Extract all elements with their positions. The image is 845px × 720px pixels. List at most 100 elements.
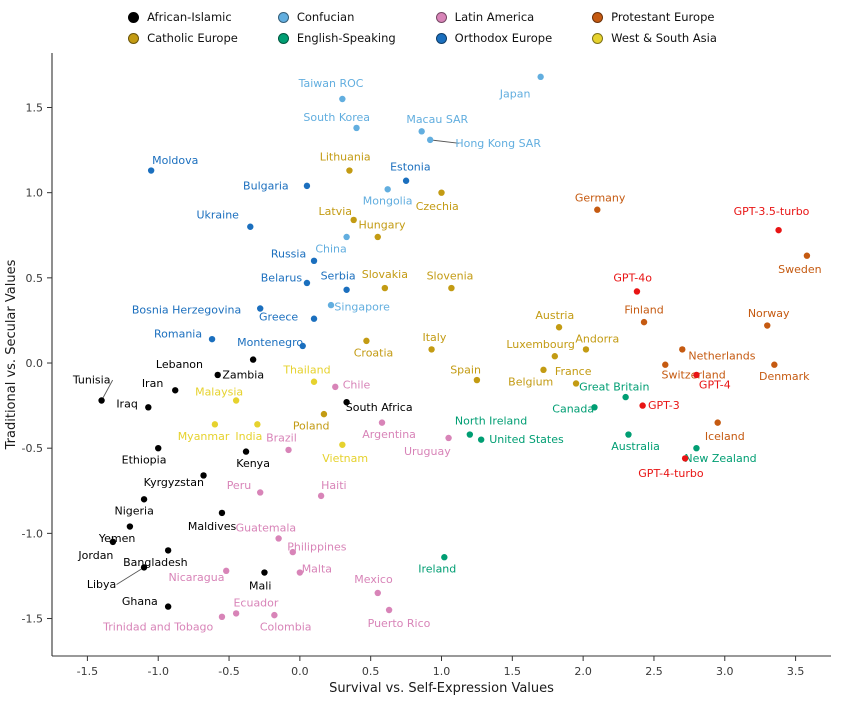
point-bulgaria bbox=[303, 182, 311, 190]
legend-dot-confucian bbox=[277, 11, 289, 23]
label-bosnia-herzegovina: Bosnia Herzegovina bbox=[132, 304, 241, 317]
label-lebanon: Lebanon bbox=[156, 358, 203, 371]
point-brazil bbox=[285, 446, 292, 454]
label-brazil: Brazil bbox=[266, 431, 297, 444]
label-bulgaria: Bulgaria bbox=[243, 179, 289, 192]
label-ireland: Ireland bbox=[418, 563, 456, 576]
label-nicaragua: Nicaragua bbox=[168, 571, 224, 584]
label-mali: Mali bbox=[249, 580, 271, 593]
point-austria bbox=[555, 324, 563, 331]
legend-label: Latin America bbox=[454, 10, 535, 24]
label-ecuador: Ecuador bbox=[233, 597, 278, 610]
label-jordan: Jordan bbox=[77, 549, 113, 562]
point-argentina bbox=[378, 419, 386, 426]
point-ukraine bbox=[247, 223, 254, 230]
point-lithuania bbox=[346, 167, 353, 174]
point-uruguay bbox=[445, 434, 452, 442]
legend-item-protestant-europe: Protestant Europe bbox=[592, 10, 717, 24]
point-gpt-4o bbox=[633, 288, 641, 295]
label-peru: Peru bbox=[227, 479, 252, 492]
label-south-africa: South Africa bbox=[346, 401, 413, 414]
x-tick-label: -1.0 bbox=[147, 665, 168, 678]
label-gpt-3-5-turbo: GPT-3.5-turbo bbox=[734, 205, 810, 218]
point-taiwan-roc bbox=[339, 95, 346, 103]
point-poland bbox=[320, 410, 328, 418]
legend-dot-catholic-europe bbox=[128, 32, 140, 44]
label-japan: Japan bbox=[499, 87, 531, 100]
legend-dot-african-islamic bbox=[128, 11, 140, 23]
label-romania: Romania bbox=[154, 328, 202, 341]
label-south-korea: South Korea bbox=[303, 111, 370, 124]
label-slovakia: Slovakia bbox=[362, 268, 408, 281]
label-singapore: Singapore bbox=[334, 300, 390, 313]
label-guatemala: Guatemala bbox=[236, 522, 297, 535]
label-greece: Greece bbox=[259, 311, 298, 324]
label-taiwan-roc: Taiwan ROC bbox=[298, 77, 364, 90]
label-france: France bbox=[555, 365, 592, 378]
point-kenya bbox=[242, 448, 250, 455]
legend-item-english-speaking: English-Speaking bbox=[277, 31, 396, 45]
label-ghana: Ghana bbox=[122, 595, 158, 608]
point-ghana bbox=[164, 603, 172, 610]
label-ukraine: Ukraine bbox=[196, 208, 239, 221]
point-moldova bbox=[147, 167, 155, 174]
label-australia: Australia bbox=[611, 440, 660, 453]
legend-label: West & South Asia bbox=[611, 31, 717, 45]
legend-item-latin-america: Latin America bbox=[435, 10, 553, 24]
point-new-zealand bbox=[693, 444, 700, 452]
x-tick-label: 1.5 bbox=[504, 665, 522, 678]
legend-dot-west-south-asia bbox=[592, 32, 604, 44]
y-tick-label: 0.5 bbox=[26, 272, 44, 285]
label-austria: Austria bbox=[535, 309, 574, 322]
label-great-britain: Great Britain bbox=[579, 380, 649, 393]
point-sweden bbox=[803, 252, 811, 259]
point-gpt-3 bbox=[639, 402, 646, 409]
y-tick-label: -0.5 bbox=[22, 442, 43, 455]
label-north-ireland: North Ireland bbox=[455, 414, 527, 427]
point-serbia bbox=[343, 286, 350, 293]
legend-dot-orthodox-europe bbox=[435, 32, 447, 44]
label-latvia: Latvia bbox=[319, 205, 353, 218]
label-myanmar: Myanmar bbox=[178, 430, 230, 443]
point-north-ireland bbox=[466, 431, 474, 438]
point-haiti bbox=[317, 492, 325, 500]
point-norway bbox=[764, 322, 771, 329]
label-malaysia: Malaysia bbox=[195, 385, 243, 398]
label-vietnam: Vietnam bbox=[322, 452, 368, 465]
point-gpt-3-5-turbo bbox=[775, 226, 782, 234]
point-hungary bbox=[374, 233, 381, 241]
point-malaysia bbox=[232, 397, 240, 404]
label-hungary: Hungary bbox=[359, 219, 406, 232]
label-serbia: Serbia bbox=[321, 270, 356, 283]
point-denmark bbox=[771, 361, 778, 368]
point-montenegro bbox=[299, 342, 306, 350]
point-south-korea bbox=[353, 124, 360, 132]
label-germany: Germany bbox=[575, 191, 626, 204]
point-jordan bbox=[109, 538, 117, 546]
label-montenegro: Montenegro bbox=[237, 336, 303, 349]
label-hong-kong-sar: Hong Kong SAR bbox=[455, 137, 541, 150]
point-iraq bbox=[145, 404, 152, 411]
point-yemen bbox=[126, 523, 134, 530]
x-tick-label: 1.0 bbox=[433, 665, 451, 678]
label-sweden: Sweden bbox=[778, 263, 821, 276]
leader-line-libya bbox=[116, 567, 145, 585]
legend-item-confucian: Confucian bbox=[277, 10, 396, 24]
point-trinidad-and-tobago bbox=[218, 613, 226, 621]
label-uruguay: Uruguay bbox=[404, 445, 451, 458]
point-gpt-4 bbox=[693, 371, 700, 379]
point-andorra bbox=[582, 346, 590, 353]
chart-legend: African-Islamic Catholic Europe Confucian E… bbox=[0, 0, 845, 47]
leader-line-hong-kong-sar bbox=[430, 139, 460, 144]
point-chile bbox=[332, 383, 339, 391]
label-philippines: Philippines bbox=[287, 540, 347, 553]
legend-item-west-south-asia: West & South Asia bbox=[592, 31, 717, 45]
point-nicaragua bbox=[223, 567, 230, 575]
label-united-states: United States bbox=[489, 433, 564, 446]
point-myanmar bbox=[211, 421, 219, 428]
label-kenya: Kenya bbox=[236, 457, 270, 470]
point-iceland bbox=[714, 419, 721, 426]
point-mali bbox=[261, 569, 268, 576]
point-china bbox=[343, 233, 350, 241]
